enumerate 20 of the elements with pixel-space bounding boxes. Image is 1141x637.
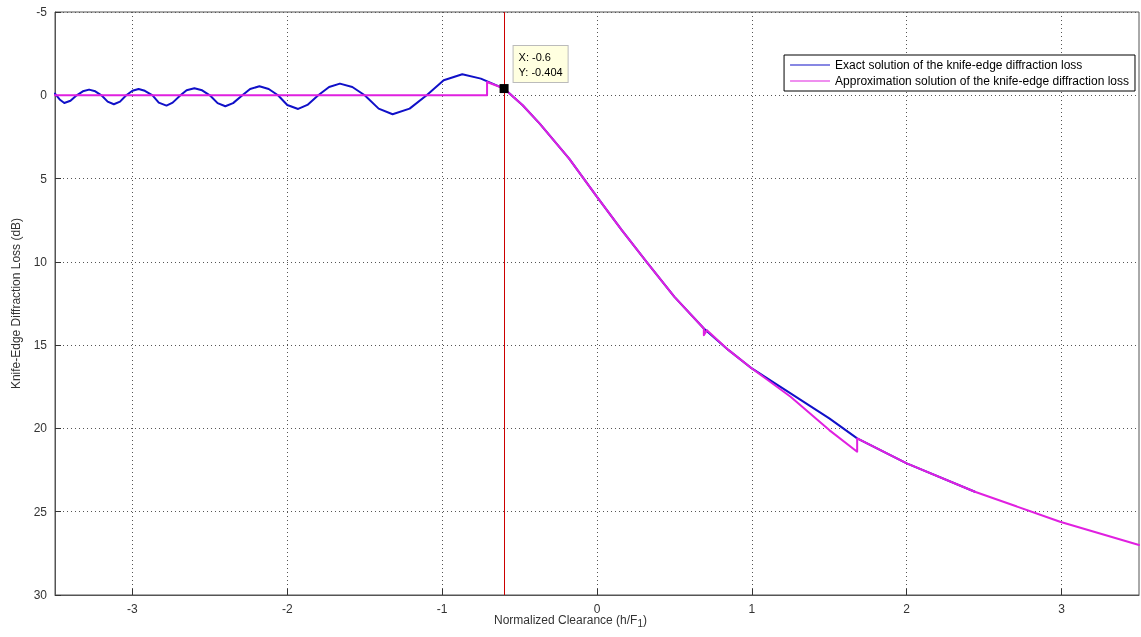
y-tick-label: 15	[33, 338, 48, 353]
x-tick-label: -3	[127, 602, 139, 616]
y-tick-label: 25	[33, 504, 48, 519]
y-tick-label: 10	[33, 254, 48, 269]
y-tick-label: 20	[33, 421, 48, 436]
x-tick-label: 1	[748, 602, 756, 616]
y-tick-label: 5	[40, 171, 48, 186]
annotation: X: -0.6 Y: -0.404	[518, 50, 563, 78]
x-tick-label: 2	[903, 602, 911, 616]
x-axis-title: Normalized Clearance (h/F$_{1}$)	[494, 613, 647, 630]
x-tick-label: 3	[1058, 602, 1066, 616]
x-tick-label: -1	[436, 602, 448, 616]
legend-label: Exact solution of the knife-edge diffraction loss	[835, 58, 1083, 72]
y-tick-label: 0	[40, 88, 48, 103]
legend-label: Approximation solution of the knife-edge diffraction loss	[835, 74, 1130, 88]
y-tick-label: -5	[36, 5, 48, 19]
x-tick-label: 0	[593, 602, 601, 616]
x-tick-label: -2	[281, 602, 293, 616]
y-tick-label: 30	[33, 588, 48, 602]
y-axis-title: Knife-Edge Diffraction Loss (dB)	[9, 217, 23, 390]
